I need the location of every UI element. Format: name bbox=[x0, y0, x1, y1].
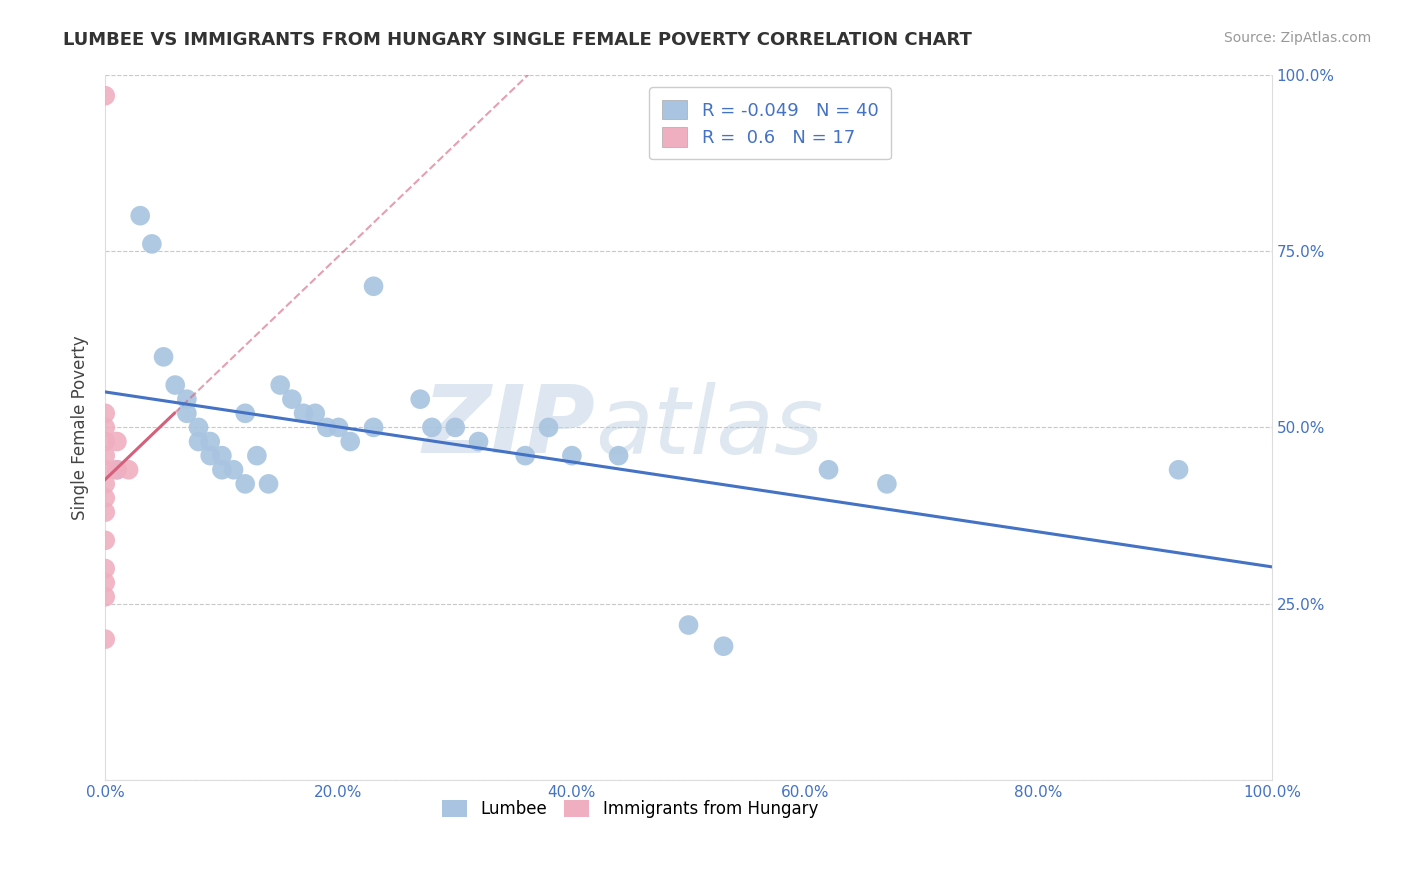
Point bbox=[537, 420, 560, 434]
Text: LUMBEE VS IMMIGRANTS FROM HUNGARY SINGLE FEMALE POVERTY CORRELATION CHART: LUMBEE VS IMMIGRANTS FROM HUNGARY SINGLE… bbox=[63, 31, 972, 49]
Point bbox=[94, 590, 117, 604]
Point bbox=[339, 434, 361, 449]
Point bbox=[94, 632, 117, 647]
Point bbox=[94, 476, 117, 491]
Point bbox=[444, 420, 467, 434]
Point bbox=[315, 420, 337, 434]
Point bbox=[222, 463, 245, 477]
Point bbox=[94, 491, 117, 505]
Point bbox=[678, 618, 700, 632]
Point bbox=[129, 209, 152, 223]
Point bbox=[269, 378, 291, 392]
Point bbox=[94, 88, 117, 103]
Text: Source: ZipAtlas.com: Source: ZipAtlas.com bbox=[1223, 31, 1371, 45]
Point bbox=[94, 533, 117, 548]
Point bbox=[94, 449, 117, 463]
Point bbox=[328, 420, 350, 434]
Point bbox=[94, 561, 117, 575]
Point bbox=[233, 476, 256, 491]
Point bbox=[105, 434, 128, 449]
Point bbox=[176, 406, 198, 420]
Point bbox=[94, 434, 117, 449]
Point bbox=[409, 392, 432, 407]
Point bbox=[1167, 463, 1189, 477]
Point bbox=[817, 463, 839, 477]
Point bbox=[363, 420, 385, 434]
Point bbox=[292, 406, 315, 420]
Point bbox=[141, 236, 163, 251]
Text: atlas: atlas bbox=[595, 382, 824, 473]
Point bbox=[467, 434, 489, 449]
Point bbox=[200, 434, 222, 449]
Point bbox=[607, 449, 630, 463]
Point bbox=[211, 463, 233, 477]
Point bbox=[200, 449, 222, 463]
Point bbox=[117, 463, 139, 477]
Point bbox=[176, 392, 198, 407]
Point bbox=[515, 449, 537, 463]
Point bbox=[211, 449, 233, 463]
Point bbox=[304, 406, 326, 420]
Point bbox=[94, 575, 117, 590]
Point bbox=[713, 639, 735, 653]
Point bbox=[165, 378, 187, 392]
Point bbox=[561, 449, 583, 463]
Text: ZIP: ZIP bbox=[422, 382, 595, 474]
Point bbox=[152, 350, 174, 364]
Point bbox=[876, 476, 898, 491]
Point bbox=[233, 406, 256, 420]
Point bbox=[187, 434, 209, 449]
Point bbox=[94, 463, 117, 477]
Point bbox=[187, 420, 209, 434]
Point bbox=[94, 406, 117, 420]
Point bbox=[420, 420, 443, 434]
Point bbox=[105, 463, 128, 477]
Point bbox=[94, 420, 117, 434]
Point bbox=[363, 279, 385, 293]
Point bbox=[246, 449, 269, 463]
Point bbox=[94, 505, 117, 519]
Point bbox=[105, 463, 128, 477]
Y-axis label: Single Female Poverty: Single Female Poverty bbox=[72, 335, 89, 520]
Point bbox=[257, 476, 280, 491]
Legend: Lumbee, Immigrants from Hungary: Lumbee, Immigrants from Hungary bbox=[436, 793, 824, 825]
Point bbox=[281, 392, 304, 407]
